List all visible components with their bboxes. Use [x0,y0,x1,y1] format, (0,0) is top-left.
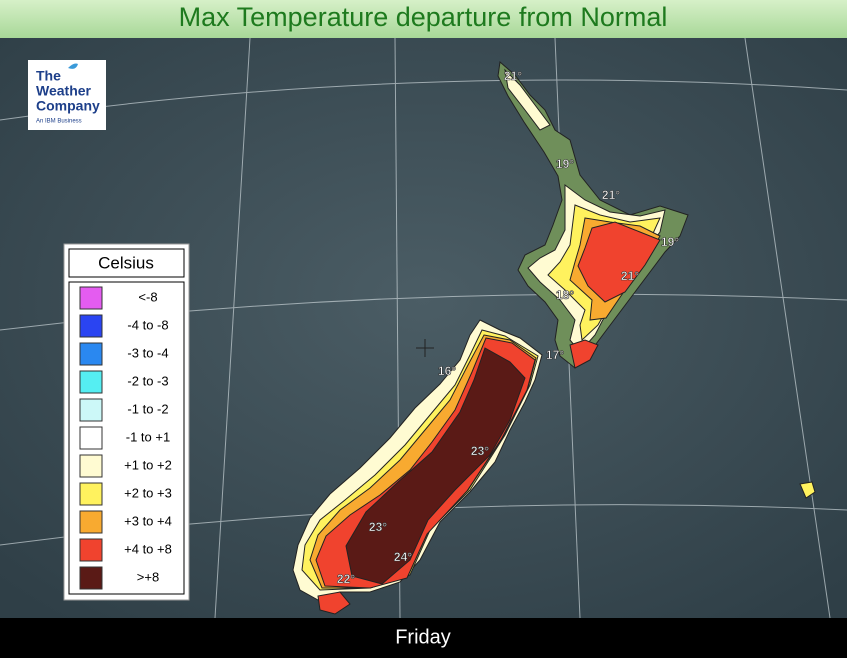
legend-label: -1 to -2 [127,401,168,416]
temperature-label: 19° [661,235,679,249]
legend-title-box [68,248,185,278]
temperature-label: 22° [337,572,355,586]
temperature-label: 18° [556,288,574,302]
legend-swatch [79,314,103,338]
legend-label: +2 to +3 [124,485,172,500]
title: Max Temperature departure from Normal [179,2,668,32]
legend-swatch [79,286,103,310]
legend-swatch [79,398,103,422]
temperature-label: 21° [621,269,639,283]
temperature-label: 24° [394,550,412,564]
legend-label: -3 to -4 [127,345,168,360]
legend-label: >+8 [137,569,159,584]
temperature-label: 19° [556,157,574,171]
logo-tagline: An IBM Business [36,119,82,125]
legend-label: -4 to -8 [127,317,168,332]
legend-label: +4 to +8 [124,541,172,556]
legend-label: +1 to +2 [124,457,172,472]
legend-title: Celsius [98,253,154,272]
legend-swatch [79,370,103,394]
legend-swatch [79,566,103,590]
temperature-label: 23° [471,444,489,458]
legend-swatch [79,342,103,366]
temperature-label: 23° [369,520,387,534]
temperature-label: 21° [602,188,620,202]
legend-swatch [79,454,103,478]
day-label: Friday [395,626,451,648]
legend-swatch [79,538,103,562]
legend-items: <-8 -4 to -8 -3 to -4 -2 to -3 -1 to -2 -1 to… [79,286,172,590]
temperature-label: 16° [438,364,456,378]
logo-text: The [36,68,61,84]
logo: The Weather Company An IBM Business [36,63,100,125]
header-bar [0,0,847,38]
temperature-label: 17° [546,348,564,362]
logo-text: Weather [36,83,92,99]
north-island [497,61,689,369]
south-island [292,319,816,615]
footer-bar [0,618,847,658]
legend-swatch [79,510,103,534]
legend-swatch [79,426,103,450]
legend-label: -1 to +1 [126,429,170,444]
legend-swatch [79,482,103,506]
legend-label: -2 to -3 [127,373,168,388]
legend-label: <-8 [138,289,157,304]
temperature-label: 21° [504,69,522,83]
logo-text: Company [36,98,100,114]
logo-box [28,60,106,130]
legend-label: +3 to +4 [124,513,172,528]
temperature-labels: 21° 19° 21° 19° 21° 18° 17° 16° 23° 23° 24° 22° [337,69,680,587]
